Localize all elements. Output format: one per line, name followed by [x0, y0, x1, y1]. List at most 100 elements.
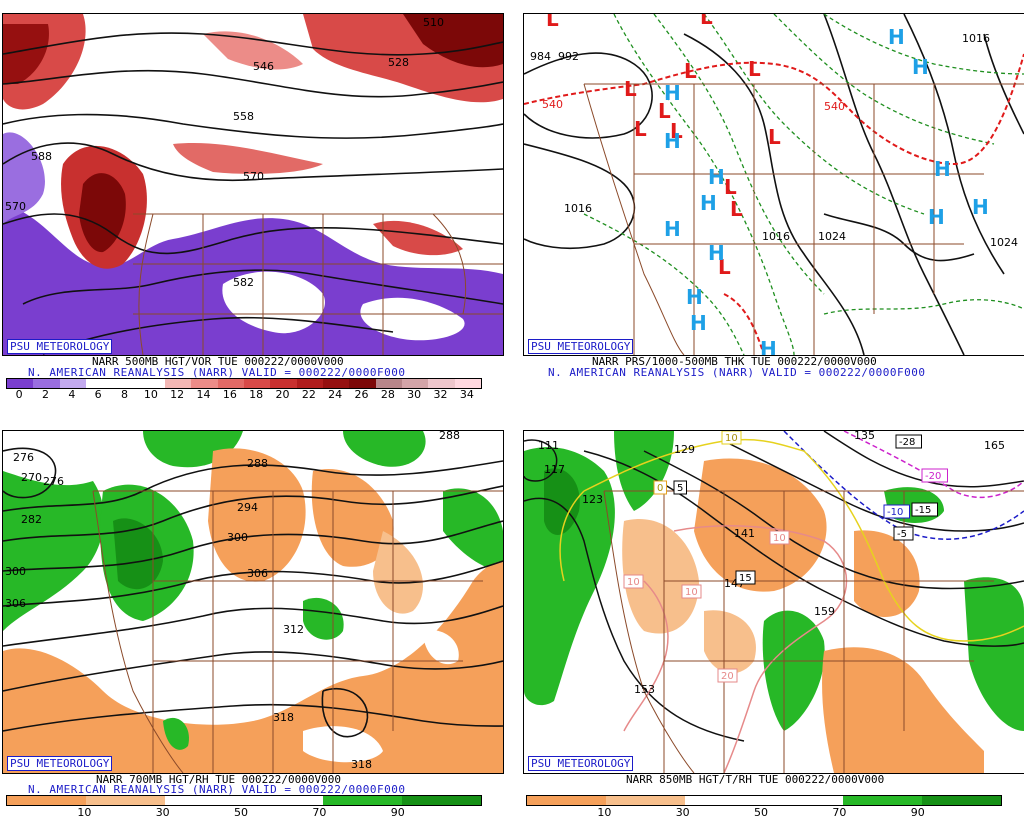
map-500mb: 510 528 546 558 570 582 588 570 PSU METE… [2, 13, 504, 356]
isobar-label: 984 [530, 50, 551, 63]
high-pressure-symbol: H [690, 311, 707, 335]
rh-dry-region [694, 458, 827, 592]
contour-label: 306 [247, 567, 268, 580]
svg-text:-15: -15 [915, 505, 931, 516]
high-pressure-symbol: H [686, 285, 703, 309]
colorbar-swatch [922, 796, 1001, 805]
contour-label: 510 [423, 16, 444, 29]
colorbar-rh [526, 795, 1002, 806]
low-pressure-symbol: L [768, 125, 781, 149]
colorbar-swatch [191, 379, 218, 388]
colorbar-swatch [349, 379, 376, 388]
contour-label: 117 [544, 463, 565, 476]
colorbar-tick-label: 30 [675, 806, 690, 819]
low-pressure-symbol: L [634, 117, 647, 141]
rh-moist-region [163, 717, 189, 750]
colorbar-swatch [33, 379, 60, 388]
svg-text:-20: -20 [925, 471, 941, 482]
rh-dry-region [373, 531, 423, 614]
high-pressure-symbol: H [934, 157, 951, 181]
colorbar-tick-label: 4 [68, 388, 76, 401]
high-pressure-symbol: H [664, 81, 681, 105]
rh-dry-region [3, 561, 503, 773]
high-pressure-symbol: H [928, 205, 945, 229]
temperature-label-box: 10 [769, 530, 790, 545]
contour-label: 570 [5, 200, 26, 213]
colorbar-swatch [243, 379, 271, 388]
colorbar-swatch [7, 379, 34, 388]
colorbar-tick-label: 10 [77, 806, 92, 819]
vorticity-band [373, 220, 463, 256]
thickness-label: 540 [824, 100, 845, 113]
colorbar-tick-label: 0 [15, 388, 23, 401]
svg-text:10: 10 [725, 433, 738, 444]
colorbar-swatch [322, 379, 350, 388]
rh-moist-region [303, 597, 344, 640]
colorbar-swatch [606, 796, 685, 805]
rh-moist-region [343, 431, 426, 467]
temperature-label-box: 10 [623, 574, 644, 589]
contour-label: 288 [247, 457, 268, 470]
contour-label: 153 [634, 683, 655, 696]
high-pressure-symbol: H [664, 129, 681, 153]
rh-moist-region [762, 610, 825, 731]
colorbar-tick-label: 10 [597, 806, 612, 819]
contour-label: 270 [21, 471, 42, 484]
map-500mb-svg: 510 528 546 558 570 582 588 570 [3, 14, 503, 355]
colorbar-swatch [244, 796, 323, 805]
colorbar-swatch [164, 379, 192, 388]
isobar-label: 992 [558, 50, 579, 63]
high-pressure-symbol: H [700, 191, 717, 215]
colorbar-tick-label: 6 [94, 388, 102, 401]
colorbar-tick-label: 14 [196, 388, 211, 401]
map-700mb: 276 270 276 282 288 294 300 306 306 312 … [2, 430, 504, 774]
contour-label: 129 [674, 443, 695, 456]
colorbar-tick-label: 70 [832, 806, 847, 819]
colorbar-swatch [270, 379, 297, 388]
svg-text:0: 0 [657, 483, 663, 494]
low-pressure-symbol: L [700, 14, 713, 29]
svg-text:5: 5 [677, 483, 683, 494]
colorbar-tick-label: 50 [754, 806, 769, 819]
contour-label: 300 [227, 531, 248, 544]
svg-text:-5: -5 [897, 529, 907, 540]
psu-meteorology-badge: PSU METEOROLOGY [7, 756, 113, 771]
thickness-label: 540 [542, 98, 563, 111]
caption-line1: NARR PRS/1000-500MB THK TUE 000222/0000V… [592, 355, 877, 368]
colorbar-tick-label: 18 [249, 388, 264, 401]
svg-text:-28: -28 [899, 437, 915, 448]
contour-label: 558 [233, 110, 254, 123]
colorbar-tick-label: 22 [301, 388, 316, 401]
colorbar-ticks: 0 2 4 6 8 10 12 14 16 18 20 22 24 26 28 30 32 34 [6, 388, 480, 401]
rh-dry-region [704, 610, 756, 674]
rh-moist-core [113, 518, 163, 590]
high-pressure-symbol: H [912, 55, 929, 79]
colorbar-swatch [165, 796, 244, 805]
rh-moist-region [3, 471, 104, 631]
contour-label: 141 [734, 527, 755, 540]
vorticity-weak-region [3, 132, 45, 224]
map-pressure: 984 992 1016 1016 1024 1016 1024 540 540… [523, 13, 1024, 356]
caption-line2: N. AMERICAN REANALYSIS (NARR) VALID = 00… [28, 366, 406, 379]
vorticity-white-patch [360, 297, 465, 341]
colorbar-swatch [296, 379, 323, 388]
colorbar-swatch [217, 379, 244, 388]
temperature-label-box: 20 [717, 668, 738, 683]
svg-text:10: 10 [773, 533, 786, 544]
colorbar-swatch [454, 379, 481, 388]
colorbar-tick-label: 20 [275, 388, 290, 401]
colorbar-swatch [85, 379, 113, 388]
colorbar-swatch [401, 379, 429, 388]
temperature-label-box: 5 [673, 480, 687, 495]
rh-white-patch [303, 726, 383, 763]
colorbar-rh [6, 795, 482, 806]
low-pressure-symbol: L [546, 14, 559, 31]
high-pressure-symbol: H [972, 195, 989, 219]
temperature-label-box: -5 [893, 526, 914, 541]
colorbar-tick-label: 70 [312, 806, 327, 819]
colorbar-tick-label: 90 [390, 806, 405, 819]
contour-label: 282 [21, 513, 42, 526]
low-pressure-symbol: L [718, 255, 731, 279]
colorbar-tick-label: 30 [407, 388, 422, 401]
colorbar-vorticity [6, 378, 482, 389]
